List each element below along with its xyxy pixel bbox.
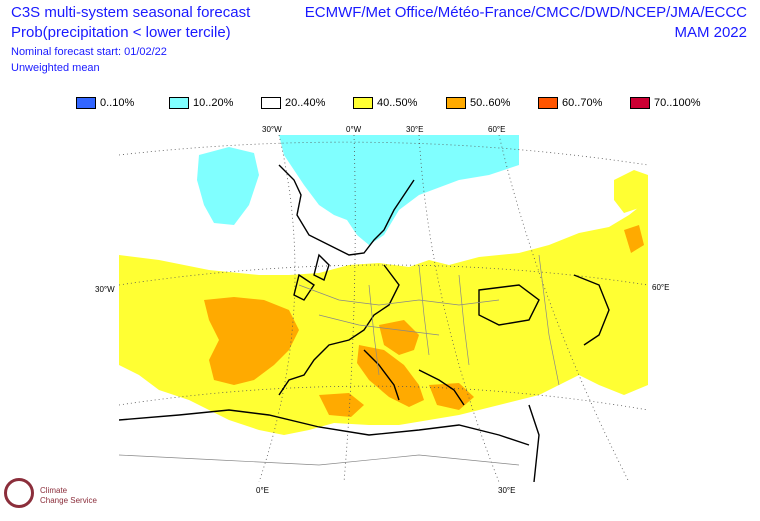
- top-axis-label-30e: 30°E: [406, 125, 424, 134]
- region-50-60: [204, 297, 299, 385]
- legend-label: 20..40%: [285, 97, 326, 109]
- legend-swatch: [76, 97, 96, 109]
- logo-line1: Climate: [40, 486, 68, 495]
- logo-icon: [4, 478, 34, 508]
- top-axis-label-0: 0°W: [346, 125, 362, 134]
- legend-item-1: 10..20%: [169, 96, 233, 110]
- legend-swatch: [630, 97, 650, 109]
- legend-item-2: 20..40%: [261, 96, 325, 110]
- legend-swatch: [446, 97, 466, 109]
- legend-label: 60..70%: [562, 97, 603, 109]
- region-50-60: [624, 225, 644, 253]
- forecast-map: [119, 135, 648, 482]
- legend-swatch: [169, 97, 189, 109]
- bottom-axis-label-0: 0°E: [256, 486, 269, 495]
- forecast-period: MAM 2022: [674, 24, 747, 41]
- top-axis-label-60e: 60°E: [488, 125, 506, 134]
- legend-label: 10..20%: [193, 97, 234, 109]
- borders: [119, 254, 560, 466]
- forecast-start: Nominal forecast start: 01/02/22: [11, 46, 167, 58]
- legend-item-0: 0..10%: [76, 96, 134, 110]
- title-line1: C3S multi-system seasonal forecast: [11, 4, 251, 21]
- legend-item-5: 60..70%: [538, 96, 602, 110]
- region-10-20: [197, 147, 259, 225]
- right-axis-label: 60°E: [652, 283, 670, 292]
- map-svg: [119, 135, 648, 482]
- bottom-axis-label-30e: 30°E: [498, 486, 516, 495]
- legend-swatch: [353, 97, 373, 109]
- legend-label: 50..60%: [470, 97, 511, 109]
- region-50-60: [319, 393, 364, 417]
- legend-label: 0..10%: [100, 97, 135, 109]
- legend-label: 40..50%: [377, 97, 418, 109]
- top-axis-label-30w: 30°W: [262, 125, 282, 134]
- region-10-20: [449, 145, 499, 170]
- legend-label: 70..100%: [654, 97, 701, 109]
- model-systems: ECMWF/Met Office/Météo-France/CMCC/DWD/N…: [304, 4, 747, 21]
- legend-swatch: [538, 97, 558, 109]
- legend-item-3: 40..50%: [353, 96, 417, 110]
- region-40-50: [614, 170, 648, 213]
- copernicus-logo: Climate Change Service: [4, 478, 114, 518]
- legend-item-4: 50..60%: [446, 96, 510, 110]
- logo-text: Climate Change Service: [40, 486, 97, 506]
- title-line2: Prob(precipitation < lower tercile): [11, 24, 231, 41]
- coastlines: [119, 164, 610, 482]
- legend-swatch: [261, 97, 281, 109]
- graticule: [119, 135, 648, 482]
- legend-item-6: 70..100%: [630, 96, 700, 110]
- logo-line2: Change Service: [40, 496, 97, 505]
- left-axis-label: 30°W: [95, 285, 115, 294]
- weighting: Unweighted mean: [11, 62, 100, 74]
